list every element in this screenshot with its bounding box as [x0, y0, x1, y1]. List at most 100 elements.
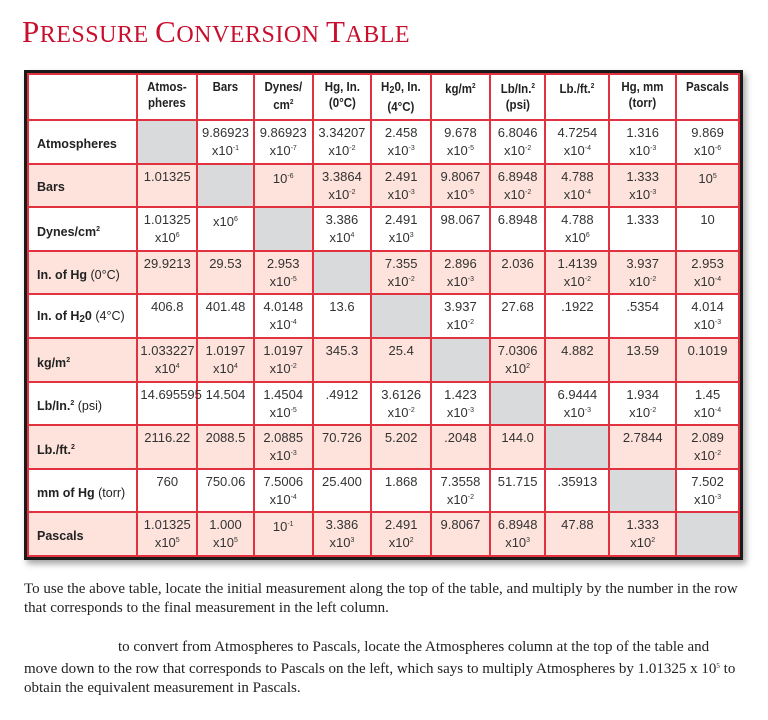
value-mantissa: 1.01325	[143, 212, 191, 228]
row-header: Dynes/cm2	[26, 206, 139, 252]
exponent-power: -2	[650, 406, 657, 414]
header-text: (4°C)	[387, 100, 415, 114]
value-mantissa: .5354	[626, 299, 659, 315]
value-mantissa: 1.868	[384, 473, 418, 489]
value-mantissa: 9.86923	[259, 125, 307, 140]
example-exponent: 5	[716, 662, 720, 670]
column-header-line1: Lb/In.2	[495, 79, 541, 97]
exponent-power: -3	[714, 319, 722, 327]
value-mantissa: 6.9444	[557, 386, 598, 402]
conversion-value: 1.333	[608, 206, 678, 252]
conversion-value: 1.01325	[136, 162, 199, 209]
exponent-power: -5	[290, 275, 297, 283]
conversion-value: 6.8046 x10-2	[488, 119, 547, 165]
header-text: (psi)	[505, 98, 530, 112]
conversion-value: 1.934 x10-2	[608, 380, 678, 427]
value-mantissa: 51.715	[497, 473, 538, 489]
exponent-power: 6	[585, 232, 590, 240]
conversion-value: 401.48	[196, 293, 255, 339]
diagonal-empty-cell	[488, 380, 547, 427]
table-row: Bars 1.01325 10-6 3.3864 x10-2 2.491 x10-3 9.80…	[26, 162, 740, 209]
diagonal-empty-cell	[252, 206, 314, 252]
value-mantissa: 1.0197	[263, 342, 304, 358]
row-label: Bars	[37, 180, 65, 195]
value-mantissa: 760	[156, 473, 179, 489]
conversion-value: 1.4504 x10-5	[252, 380, 314, 427]
exponent-power: -1	[287, 521, 294, 529]
exponent-power: -7	[290, 145, 297, 152]
row-label: Lb/In.	[37, 399, 71, 414]
value-exponent: x102	[505, 360, 531, 376]
value-mantissa: .4912	[325, 386, 359, 402]
value-mantissa: 2.953	[266, 255, 300, 271]
conversion-value: 3.6126 x10-2	[370, 380, 433, 427]
conversion-value: 4.0148 x10-4	[252, 293, 314, 339]
column-header-line1: Atmos-	[143, 79, 192, 95]
value-mantissa: 1.4504	[263, 386, 304, 402]
header-superscript: 2	[531, 83, 535, 90]
row-label: kg/m	[37, 355, 67, 370]
value-mantissa: 1.45	[694, 386, 721, 402]
exponent-power: 3	[409, 232, 414, 240]
header-superscript: 2	[472, 83, 476, 90]
value-mantissa: 1.333	[626, 168, 659, 184]
exponent-power: 5	[712, 172, 717, 180]
diagonal-empty-cell	[675, 511, 740, 557]
value-exponent: x10-4	[693, 404, 722, 420]
header-text: 0, In.	[394, 80, 421, 94]
row-header: mm of Hg (torr)	[26, 467, 139, 514]
conversion-value: 3.3864 x10-2	[311, 162, 373, 209]
value-exponent: x10-3	[446, 404, 475, 420]
value-exponent: x10-2	[328, 143, 356, 158]
value-mantissa: 3.3864	[322, 168, 362, 184]
row-label: Dynes/cm	[37, 224, 97, 239]
conversion-value: 9.869 x10-6	[675, 119, 740, 165]
table-body: Atmospheres 9.86923 x10-1 9.86923 x10-7 3.342…	[26, 119, 740, 557]
conversion-value: 10	[675, 206, 740, 252]
column-header: Hg, In. (0°C)	[313, 73, 370, 121]
conversion-value: 9.86923 x10-7	[252, 119, 314, 165]
value-mantissa: 13.6	[329, 299, 355, 315]
value-exponent: x10-2	[563, 273, 591, 289]
exponent-power: -2	[525, 145, 532, 152]
conversion-value: 1.0197 x10-2	[252, 336, 314, 383]
table-row: Lb/In.2 (psi) 14.695595 14.504 1.4504 x10-5.…	[26, 380, 740, 427]
row-header: In. of H20 (4°C)	[26, 293, 139, 339]
value-exponent: x10-3	[629, 143, 657, 158]
value-exponent: x10-4	[563, 143, 591, 158]
conversion-value: .5354	[608, 293, 678, 339]
conversion-value: 1.333 x10-3	[608, 162, 678, 209]
value-mantissa: .2048	[444, 430, 477, 446]
value-mantissa: 1.316	[626, 125, 659, 140]
value-mantissa: 29.9213	[143, 255, 191, 271]
value-mantissa: 2.491	[384, 517, 418, 533]
conversion-value: .1922	[544, 293, 611, 339]
conversion-value: 1.316 x10-3	[608, 119, 678, 165]
exponent-power: 3	[526, 537, 531, 545]
conversion-value: .4912	[311, 380, 373, 427]
header-text: Lb/In.	[500, 82, 532, 96]
value-mantissa: .1922	[561, 299, 594, 315]
conversion-value: 3.34207 x10-2	[311, 119, 373, 165]
value-mantissa: 4.788	[561, 168, 594, 184]
header-text: (0°C)	[328, 96, 356, 110]
value-exponent: x103	[329, 535, 355, 551]
row-label: In. of Hg	[37, 267, 87, 282]
value-exponent: x10-3	[563, 404, 591, 420]
diagonal-empty-cell	[136, 119, 199, 165]
value-exponent: x10-2	[693, 448, 722, 464]
value-mantissa: 7.5006	[263, 473, 304, 489]
value-mantissa: 2.491	[384, 168, 418, 184]
header-text: Pascals	[686, 80, 729, 94]
header-text: Atmos-	[147, 80, 188, 94]
value-mantissa: 6.8046	[497, 125, 538, 140]
conversion-value: 6.8948 x103	[488, 511, 547, 557]
row-label: Atmospheres	[37, 136, 117, 151]
column-header-line1: kg/m2	[436, 79, 485, 97]
exponent-power: 5	[234, 537, 238, 545]
value-exponent: x10-3	[387, 186, 415, 202]
value-exponent: x102	[388, 535, 414, 551]
conversion-value: x106	[196, 206, 255, 252]
conversion-value: 6.8948	[488, 206, 547, 252]
value-exponent: x102	[630, 535, 656, 551]
